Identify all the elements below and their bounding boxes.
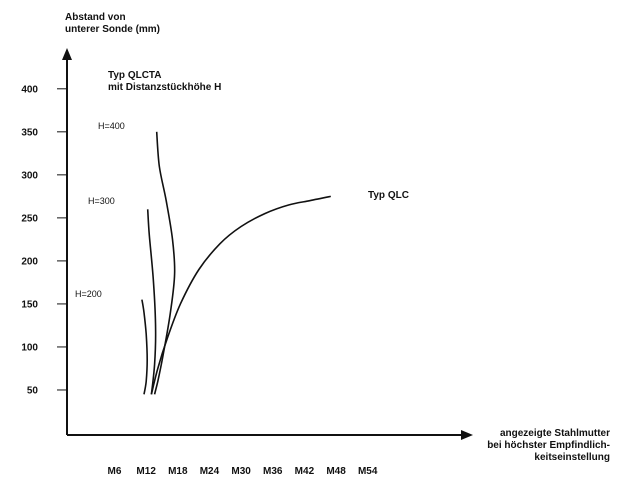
series-label-1: H=300 <box>88 196 115 206</box>
y-axis-arrow-icon <box>62 48 72 60</box>
y-tick-label: 150 <box>21 299 38 310</box>
series-line-1 <box>146 209 157 395</box>
x-axis-label-line2: bei höchster Empfindlich- <box>487 440 610 451</box>
series-labels: H=200 H=300 H=400 Typ QLC <box>75 121 409 299</box>
series-line-3 <box>150 195 331 395</box>
x-axis-arrow-icon <box>461 430 473 440</box>
y-tick-label: 300 <box>21 170 38 181</box>
x-axis-label-line1: angezeigte Stahlmutter <box>500 428 610 439</box>
y-axis-label-line1: Abstand von <box>65 12 126 23</box>
series-line-0 <box>141 299 149 395</box>
x-tick-label: M12 <box>136 466 156 477</box>
y-tick-label: 250 <box>21 213 38 224</box>
x-tick-label: M24 <box>200 466 220 477</box>
y-tick-label: 100 <box>21 342 38 353</box>
series-lines <box>141 131 331 395</box>
x-axis-label-line3: keitseinstellung <box>534 452 610 463</box>
annotation-line2: mit Distanzstückhöhe H <box>108 82 221 93</box>
annotation-line1: Typ QLCTA <box>108 70 162 81</box>
y-tick-label: 400 <box>21 84 38 95</box>
y-tick-label: 350 <box>21 127 38 138</box>
x-tick-label: M30 <box>231 466 251 477</box>
x-tick-label: M36 <box>263 466 283 477</box>
series-label-2: H=400 <box>98 121 125 131</box>
series-label-0: H=200 <box>75 289 102 299</box>
y-ticks: 50 100 150 200 250 300 350 400 <box>21 84 67 396</box>
y-tick-label: 50 <box>27 385 39 396</box>
x-ticks: M6 M12 M18 M24 M30 M36 M42 M48 M54 <box>108 466 378 477</box>
x-tick-label: M18 <box>168 466 188 477</box>
x-tick-label: M54 <box>358 466 378 477</box>
y-tick-label: 200 <box>21 256 38 267</box>
x-tick-label: M48 <box>326 466 346 477</box>
series-line-2 <box>153 131 176 395</box>
x-tick-label: M42 <box>295 466 315 477</box>
series-label-3: Typ QLC <box>368 190 409 201</box>
y-axis-label-line2: unterer Sonde (mm) <box>65 24 160 35</box>
x-tick-label: M6 <box>108 466 122 477</box>
